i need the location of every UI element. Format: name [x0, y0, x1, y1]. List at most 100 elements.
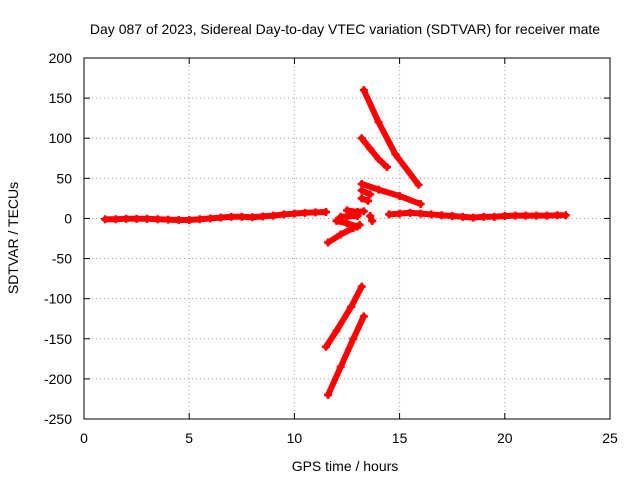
data-point	[174, 216, 183, 225]
series-trace-1	[102, 209, 329, 223]
data-point	[206, 214, 215, 223]
data-point	[336, 230, 345, 239]
data-point	[414, 180, 423, 189]
data-point	[359, 207, 368, 216]
data-point	[321, 342, 330, 351]
data-point	[357, 134, 366, 143]
data-point	[216, 213, 225, 222]
data-point	[561, 211, 570, 220]
data-point	[521, 211, 530, 220]
data-point	[349, 334, 358, 343]
data-point	[395, 191, 404, 200]
data-point	[336, 212, 345, 221]
data-point	[353, 212, 362, 221]
x-tick-label: 15	[392, 430, 408, 446]
data-point	[416, 209, 425, 218]
data-series	[101, 86, 570, 399]
axis-ticks: 0 5 10 15 20 25 200 150 100 50 0 -50 -100 -150 -200 -25…	[44, 50, 618, 446]
data-point	[500, 212, 509, 221]
x-tick-label: 10	[287, 430, 303, 446]
data-point	[532, 211, 541, 220]
data-point	[382, 163, 391, 172]
data-point	[366, 144, 375, 153]
data-point	[332, 326, 341, 335]
x-axis-label: GPS time / hours	[292, 458, 399, 474]
data-point	[185, 216, 194, 225]
chart-title: Day 087 of 2023, Sidereal Day-to-day VTE…	[90, 21, 600, 37]
data-point	[511, 211, 520, 220]
y-tick-label: 200	[49, 50, 73, 66]
data-point	[366, 212, 375, 221]
plot-frame	[83, 57, 611, 420]
x-tick-label: 0	[80, 430, 88, 446]
y-tick-label: 150	[49, 90, 73, 106]
data-point	[349, 224, 358, 233]
x-tick-label: 25	[602, 430, 618, 446]
data-point	[279, 210, 288, 219]
data-point	[374, 118, 383, 127]
data-point	[332, 216, 341, 225]
data-point	[164, 215, 173, 224]
data-point	[458, 212, 467, 221]
data-point	[357, 194, 366, 203]
data-point	[111, 215, 120, 224]
data-point	[143, 214, 152, 223]
data-point	[374, 155, 383, 164]
data-point	[427, 210, 436, 219]
data-point	[343, 219, 351, 228]
data-point	[321, 208, 330, 217]
data-point	[366, 190, 375, 199]
data-point	[324, 238, 333, 247]
data-point	[258, 212, 267, 221]
data-point	[448, 212, 457, 221]
data-point	[437, 211, 446, 220]
y-tick-label: -50	[52, 251, 72, 267]
data-point	[311, 208, 320, 217]
data-point	[469, 213, 478, 222]
data-point	[391, 150, 400, 159]
data-point	[406, 208, 415, 217]
data-point	[227, 212, 236, 221]
y-tick-label: -200	[44, 371, 72, 387]
data-point	[269, 211, 278, 220]
data-point	[542, 211, 551, 220]
data-point	[357, 186, 366, 195]
data-point	[479, 212, 488, 221]
data-point	[336, 362, 345, 371]
data-point	[248, 213, 257, 222]
data-point	[385, 210, 394, 219]
data-point	[355, 220, 364, 229]
data-point	[553, 211, 562, 220]
grid-lines	[84, 58, 610, 419]
series-trace-7	[325, 221, 363, 246]
series-trace-5	[358, 180, 424, 207]
y-tick-label: 50	[56, 170, 72, 186]
data-point	[290, 209, 299, 218]
data-point	[195, 215, 204, 224]
series-trace-3	[360, 87, 422, 188]
data-point	[357, 282, 366, 291]
data-point	[237, 212, 246, 221]
y-tick-label: 100	[49, 130, 73, 146]
data-point	[368, 216, 377, 225]
y-tick-label: -150	[44, 331, 72, 347]
data-point	[490, 212, 499, 221]
data-point	[324, 390, 333, 399]
data-point	[153, 215, 162, 224]
data-point	[364, 196, 373, 205]
series-trace-4	[358, 135, 390, 171]
data-point	[359, 86, 368, 95]
data-point	[132, 214, 141, 223]
series-trace-14	[325, 313, 367, 398]
series-trace-13	[323, 283, 365, 350]
y-axis-label: SDTVAR / TECUs	[5, 182, 21, 294]
x-tick-label: 5	[185, 430, 193, 446]
data-point	[300, 208, 309, 217]
y-tick-label: -100	[44, 291, 72, 307]
data-point	[122, 214, 131, 223]
data-point	[347, 302, 356, 311]
data-point	[395, 209, 404, 218]
data-point	[374, 185, 383, 194]
y-tick-label: 0	[64, 210, 72, 226]
